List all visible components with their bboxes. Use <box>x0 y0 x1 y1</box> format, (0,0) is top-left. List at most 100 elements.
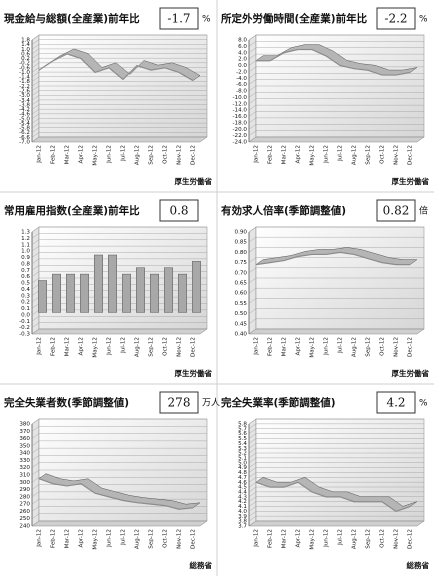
x-tick-label: Oct-12 <box>163 337 169 356</box>
grid-line <box>248 457 424 464</box>
y-tick-label: 0.2 <box>21 300 30 306</box>
source: 厚生労働省 <box>392 176 430 186</box>
x-tick-label: Dec-12 <box>191 337 197 357</box>
y-tick-label: 0.85 <box>235 240 248 246</box>
x-tick-label: Mar-12 <box>282 145 288 164</box>
y-tick-label: -3.4 <box>19 98 30 104</box>
y-tick-label: -5.4 <box>19 121 30 127</box>
y-tick-label: -1.4 <box>19 75 30 81</box>
y-tick-label: 240 <box>19 524 30 530</box>
grid-line <box>31 322 207 328</box>
grid-line <box>31 440 207 447</box>
y-tick-label: -5.0 <box>19 116 30 122</box>
x-tick-label: Jan-12 <box>37 145 43 164</box>
y-tick-label: 5.1 <box>238 456 247 462</box>
bar <box>52 273 61 313</box>
y-tick-label: 0.7 <box>21 268 30 274</box>
y-tick-label: -2.6 <box>19 89 30 95</box>
y-tick-label: 0.45 <box>235 321 248 327</box>
panel-title: 現金給与総額(全産業)前年比 <box>4 12 140 25</box>
grid-line <box>248 428 424 434</box>
x-tick-label: Oct-12 <box>380 145 386 164</box>
y-tick-label: 1.0 <box>21 249 30 255</box>
floor <box>31 328 208 335</box>
floor <box>248 520 425 527</box>
y-tick-label: 3.7 <box>238 524 247 530</box>
grid-line <box>248 41 424 47</box>
y-tick-label: 380 <box>19 422 30 428</box>
y-tick-label: 0.4 <box>21 287 30 293</box>
latest-value: 0.8 <box>169 204 188 218</box>
x-tick-label: Aug-12 <box>135 529 141 549</box>
latest-value: 4.2 <box>386 396 405 410</box>
y-tick-label: 0.55 <box>235 301 248 307</box>
x-tick-label: Feb-12 <box>268 145 274 164</box>
grid-line <box>248 226 424 233</box>
y-tick-label: 6.0 <box>238 44 247 50</box>
x-tick-label: Jun-12 <box>324 337 330 356</box>
y-tick-label: 8.0 <box>238 38 247 44</box>
grid-line <box>31 71 207 78</box>
x-tick-label: Feb-12 <box>51 145 57 164</box>
grid-line <box>31 316 207 322</box>
source: 厚生労働省 <box>392 368 430 378</box>
y-tick-label: 5.2 <box>238 451 247 457</box>
x-tick-label: Jun-12 <box>107 529 113 548</box>
x-tick-label: Jul-12 <box>338 145 344 162</box>
y-tick-label: 4.7 <box>238 475 247 481</box>
x-tick-label: Aug-12 <box>352 529 358 549</box>
line <box>255 481 411 513</box>
line <box>38 53 194 82</box>
x-tick-label: Mar-12 <box>65 337 71 356</box>
y-tick-label: 340 <box>19 451 30 457</box>
x-tick-label: Nov-12 <box>394 529 400 549</box>
grid-line <box>248 443 424 449</box>
x-tick-label: Feb-12 <box>51 337 57 356</box>
value-box <box>159 199 199 222</box>
y-tick-label: -24.0 <box>233 140 248 146</box>
grid-line <box>248 423 424 430</box>
y-tick-label: 5.7 <box>238 426 247 432</box>
y-tick-label: 330 <box>19 458 30 464</box>
y-tick-label: 0.6 <box>21 51 30 57</box>
grid-line <box>248 418 424 425</box>
x-tick-label: May-12 <box>93 145 99 166</box>
y-tick-label: -0.3 <box>19 332 30 338</box>
x-tick-label: Aug-12 <box>135 337 141 357</box>
y-tick-label: 4.9 <box>238 465 247 471</box>
x-tick-label: Nov-12 <box>177 145 183 165</box>
grid-line <box>248 288 424 294</box>
grid-line <box>31 484 207 490</box>
grid-line <box>31 477 207 483</box>
x-tick-label: Sep-12 <box>366 337 372 357</box>
x-tick-label: Dec-12 <box>191 529 197 549</box>
grid-line <box>248 438 424 444</box>
panel-title: 所定外労働時間(全産業)前年比 <box>221 12 368 25</box>
x-tick-label: Jul-12 <box>338 337 344 354</box>
y-tick-label: -2.2 <box>19 84 30 90</box>
grid-line <box>248 462 424 468</box>
grid-line <box>248 47 424 53</box>
x-tick-label: Apr-12 <box>296 145 302 163</box>
grid-line <box>248 515 424 522</box>
y-tick-label: -3.0 <box>19 93 30 99</box>
y-tick-label: 270 <box>19 502 30 508</box>
y-tick-label: 0.75 <box>235 260 248 266</box>
x-tick-label: Feb-12 <box>51 529 57 548</box>
grid-line <box>31 265 207 271</box>
x-tick-label: May-12 <box>310 337 316 358</box>
grid-line <box>31 328 207 335</box>
y-tick-label: 0.0 <box>21 312 30 318</box>
x-tick-label: May-12 <box>93 337 99 358</box>
grid-line <box>31 252 207 258</box>
source: 厚生労働省 <box>175 368 213 378</box>
x-tick-label: Jun-12 <box>324 529 330 548</box>
x-tick-label: Nov-12 <box>394 145 400 165</box>
grid-line <box>248 486 424 493</box>
grid-line <box>31 95 207 101</box>
x-tick-label: Jan-12 <box>37 337 43 356</box>
grid-line <box>31 99 207 106</box>
grid-line <box>31 136 207 143</box>
y-tick-label: 1.0 <box>21 47 30 53</box>
